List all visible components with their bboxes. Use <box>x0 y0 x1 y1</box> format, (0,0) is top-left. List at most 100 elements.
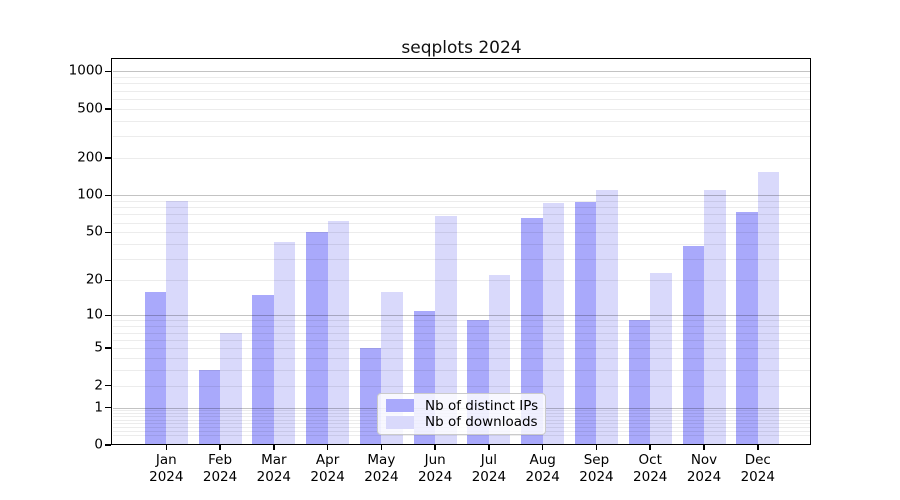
year-label: 2024 <box>364 469 399 485</box>
bar-distinct-ips-sep <box>574 202 597 445</box>
minor-gridline <box>113 259 810 261</box>
bar-downloads-apr <box>327 220 350 445</box>
minor-gridline <box>113 214 810 216</box>
minor-gridline <box>113 90 810 92</box>
x-tick-label: May 2024 <box>346 452 416 486</box>
minor-gridline <box>113 201 810 203</box>
x-tick-label: Jul 2024 <box>454 452 524 486</box>
bar-downloads-jan <box>166 201 188 445</box>
year-label: 2024 <box>633 469 668 485</box>
month-label: Jul <box>480 452 498 468</box>
x-tick-mark <box>434 445 436 450</box>
y-tick-mark <box>105 70 111 73</box>
bar-downloads-oct <box>650 273 672 445</box>
x-tick-mark <box>326 445 329 450</box>
y-tick-mark <box>105 279 111 282</box>
minor-gridline <box>113 332 810 334</box>
x-tick-label: Feb 2024 <box>185 452 255 486</box>
y-tick-mark <box>105 347 111 349</box>
x-tick-mark <box>541 445 544 450</box>
minor-gridline <box>113 207 810 209</box>
chart-title: seqplots 2024 <box>401 38 522 58</box>
bar-distinct-ips-feb <box>198 370 221 445</box>
bar-distinct-ips-oct <box>628 320 651 445</box>
year-label: 2024 <box>310 469 345 485</box>
bar-distinct-ips-may <box>359 348 382 445</box>
y-tick-label: 200 <box>77 149 103 166</box>
minor-gridline <box>113 83 810 85</box>
y-tick-label: 100 <box>77 186 103 203</box>
y-tick-label: 10 <box>85 306 103 323</box>
minor-gridline <box>113 357 810 359</box>
minor-gridline <box>113 320 810 322</box>
month-label: Dec <box>744 452 771 468</box>
x-tick-label: Mar 2024 <box>239 452 309 486</box>
bar-downloads-mar <box>273 241 296 445</box>
minor-gridline <box>113 339 810 341</box>
major-gridline <box>113 71 810 73</box>
x-tick-label: Dec 2024 <box>723 452 793 486</box>
minor-gridline <box>113 385 810 387</box>
legend-item-distinct-ips: Nb of distinct IPs <box>386 398 539 414</box>
legend-swatch-downloads <box>386 415 414 429</box>
legend-item-downloads: Nb of downloads <box>386 414 539 430</box>
minor-gridline <box>113 348 810 350</box>
y-tick-label: 50 <box>85 223 103 240</box>
y-tick-label: 5 <box>94 339 103 356</box>
y-tick-label: 500 <box>77 100 103 117</box>
bar-downloads-nov <box>704 190 726 445</box>
bar-distinct-ips-nov <box>682 245 704 445</box>
x-tick-label: Sep 2024 <box>561 452 631 486</box>
x-tick-label: Jan 2024 <box>131 452 201 486</box>
year-label: 2024 <box>740 469 775 485</box>
x-tick-mark <box>219 445 221 450</box>
bar-distinct-ips-aug <box>521 218 543 445</box>
bar-distinct-ips-mar <box>252 295 274 445</box>
bar-distinct-ips-apr <box>306 232 328 445</box>
year-label: 2024 <box>686 469 722 485</box>
minor-gridline <box>113 136 810 138</box>
y-tick-label: 0 <box>94 436 103 453</box>
year-label: 2024 <box>525 469 560 485</box>
x-tick-label: Nov 2024 <box>669 452 739 486</box>
legend-swatch-distinct-ips <box>386 399 414 413</box>
minor-gridline <box>113 370 810 372</box>
major-gridline <box>113 315 810 317</box>
bar-downloads-aug <box>542 203 565 445</box>
minor-gridline <box>113 98 810 100</box>
x-tick-mark <box>757 445 759 450</box>
minor-gridline <box>113 326 810 328</box>
x-tick-label: Oct 2024 <box>615 452 685 486</box>
y-tick-mark <box>105 231 111 234</box>
y-tick-mark <box>105 108 111 110</box>
x-tick-mark <box>488 445 490 450</box>
minor-gridline <box>113 108 810 110</box>
x-tick-mark <box>165 445 168 450</box>
minor-gridline <box>113 435 810 437</box>
x-tick-label: Jun 2024 <box>400 452 470 486</box>
month-label: Jan <box>155 452 177 468</box>
minor-gridline <box>113 244 810 246</box>
y-tick-mark <box>105 314 111 317</box>
month-label: Oct <box>638 452 662 468</box>
year-label: 2024 <box>579 469 614 485</box>
x-tick-mark <box>703 445 705 450</box>
x-tick-label: Apr 2024 <box>293 452 363 486</box>
bar-downloads-sep <box>596 190 618 445</box>
month-label: Jun <box>424 452 446 468</box>
minor-gridline <box>113 77 810 79</box>
x-tick-mark <box>380 445 383 450</box>
major-gridline <box>113 195 810 197</box>
y-tick-mark <box>105 194 111 197</box>
month-label: Aug <box>529 452 556 468</box>
month-label: Mar <box>261 452 287 468</box>
x-tick-mark <box>595 445 598 450</box>
y-tick-label: 2 <box>94 376 103 393</box>
minor-gridline <box>113 222 810 224</box>
minor-gridline <box>113 120 810 122</box>
minor-gridline <box>113 280 810 282</box>
legend-label-downloads: Nb of downloads <box>425 414 538 431</box>
legend-label-distinct-ips: Nb of distinct IPs <box>425 397 539 414</box>
month-label: Feb <box>208 452 233 468</box>
